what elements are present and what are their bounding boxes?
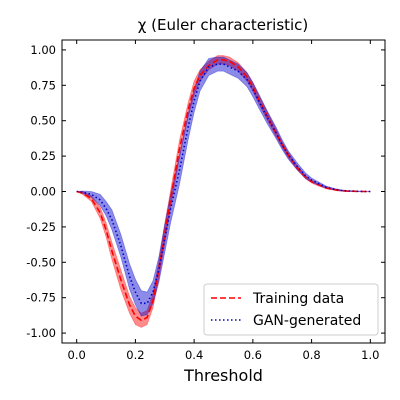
y-axis-ticks: 1.00 0.75 0.50 0.25 0.00 -0.25 -0.50 -0.75 -1.00	[26, 43, 385, 340]
x-tick-label: 0.8	[302, 348, 320, 362]
y-tick-label: 0.50	[30, 114, 56, 128]
x-tick-label: 0.4	[185, 348, 203, 362]
line-gan-generated	[76, 63, 371, 305]
y-tick-label: 0.75	[30, 78, 56, 92]
legend-box	[203, 283, 379, 336]
x-tick-label: 0.2	[126, 348, 144, 362]
x-tick-label: 0.0	[68, 348, 86, 362]
y-tick-label: 1.00	[30, 43, 56, 57]
band-training-data	[76, 55, 371, 328]
y-tick-label: -0.25	[26, 220, 56, 234]
series-lines	[76, 59, 371, 322]
legend-label-gan-generated: GAN-generated	[253, 313, 361, 329]
legend-label-training-data: Training data	[252, 291, 344, 307]
y-tick-label: -0.50	[26, 255, 56, 269]
x-axis-ticks: 0.0 0.2 0.4 0.6 0.8 1.0	[68, 40, 379, 362]
x-axis-label: Threshold	[183, 366, 263, 385]
legend: Training data GAN-generated	[203, 283, 379, 336]
line-training-data	[76, 59, 371, 322]
y-tick-label: 0.25	[30, 149, 56, 163]
y-tick-label: -0.75	[26, 291, 56, 305]
chart-title: χ (Euler characteristic)	[138, 16, 309, 34]
y-tick-label: 0.00	[30, 185, 56, 199]
x-tick-label: 0.6	[244, 348, 262, 362]
x-tick-label: 1.0	[361, 348, 379, 362]
y-tick-label: -1.00	[26, 326, 56, 340]
